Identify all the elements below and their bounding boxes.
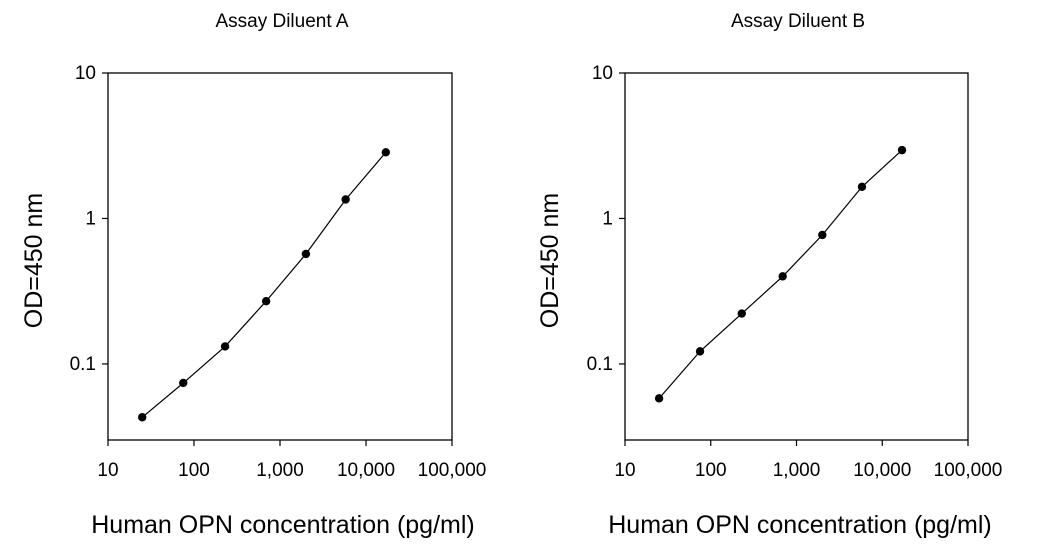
data-point bbox=[857, 182, 867, 192]
chart-title: Assay Diluent B bbox=[731, 11, 865, 32]
chart-title: Assay Diluent A bbox=[215, 11, 348, 32]
y-tick-label: 1 bbox=[85, 208, 96, 229]
y-tick-label: 1 bbox=[602, 208, 613, 229]
chart-panel-assay-diluent-b: Assay Diluent B 0.1 1 10 10 100 1,000 10,000 100… bbox=[536, 11, 1002, 539]
data-point bbox=[654, 394, 664, 403]
x-tick-label: 1,000 bbox=[773, 460, 821, 481]
data-point bbox=[138, 413, 147, 422]
y-tick-label: 10 bbox=[75, 63, 96, 84]
x-tick-label: 10 bbox=[614, 460, 635, 481]
x-tick-label: 100,000 bbox=[418, 460, 487, 481]
data-point bbox=[179, 378, 188, 388]
data-point bbox=[261, 296, 271, 306]
x-tick-label: 10,000 bbox=[853, 460, 911, 481]
x-tick-label: 10,000 bbox=[337, 460, 395, 481]
y-tick-label: 0.1 bbox=[70, 354, 96, 375]
data-point bbox=[737, 309, 746, 318]
data-point bbox=[220, 342, 230, 351]
x-axis-label: Human OPN concentration (pg/ml) bbox=[91, 511, 474, 539]
series-line bbox=[141, 151, 387, 418]
data-point bbox=[818, 230, 827, 240]
chart-panel-assay-diluent-a: Assay Diluent A 0.1 1 10 10 100 1,000 10,000 100… bbox=[20, 11, 486, 539]
plot-frame bbox=[107, 72, 453, 441]
data-point bbox=[897, 145, 907, 155]
x-axis-label: Human OPN concentration (pg/ml) bbox=[608, 511, 991, 539]
y-tick-label: 10 bbox=[592, 63, 613, 84]
data-point bbox=[778, 272, 787, 281]
x-tick-label: 1,000 bbox=[256, 460, 304, 481]
data-point bbox=[695, 347, 705, 356]
x-tick-label: 100,000 bbox=[934, 460, 1003, 481]
data-point bbox=[341, 195, 350, 204]
plot-frame bbox=[624, 72, 969, 441]
y-axis-label: OD=450 nm bbox=[536, 193, 564, 329]
data-point bbox=[301, 249, 311, 259]
x-tick-label: 10 bbox=[97, 460, 118, 481]
y-axis-label: OD=450 nm bbox=[20, 193, 48, 329]
x-tick-label: 100 bbox=[178, 460, 210, 481]
data-point bbox=[381, 148, 391, 157]
y-tick-label: 0.1 bbox=[587, 354, 613, 375]
x-tick-label: 100 bbox=[695, 460, 727, 481]
